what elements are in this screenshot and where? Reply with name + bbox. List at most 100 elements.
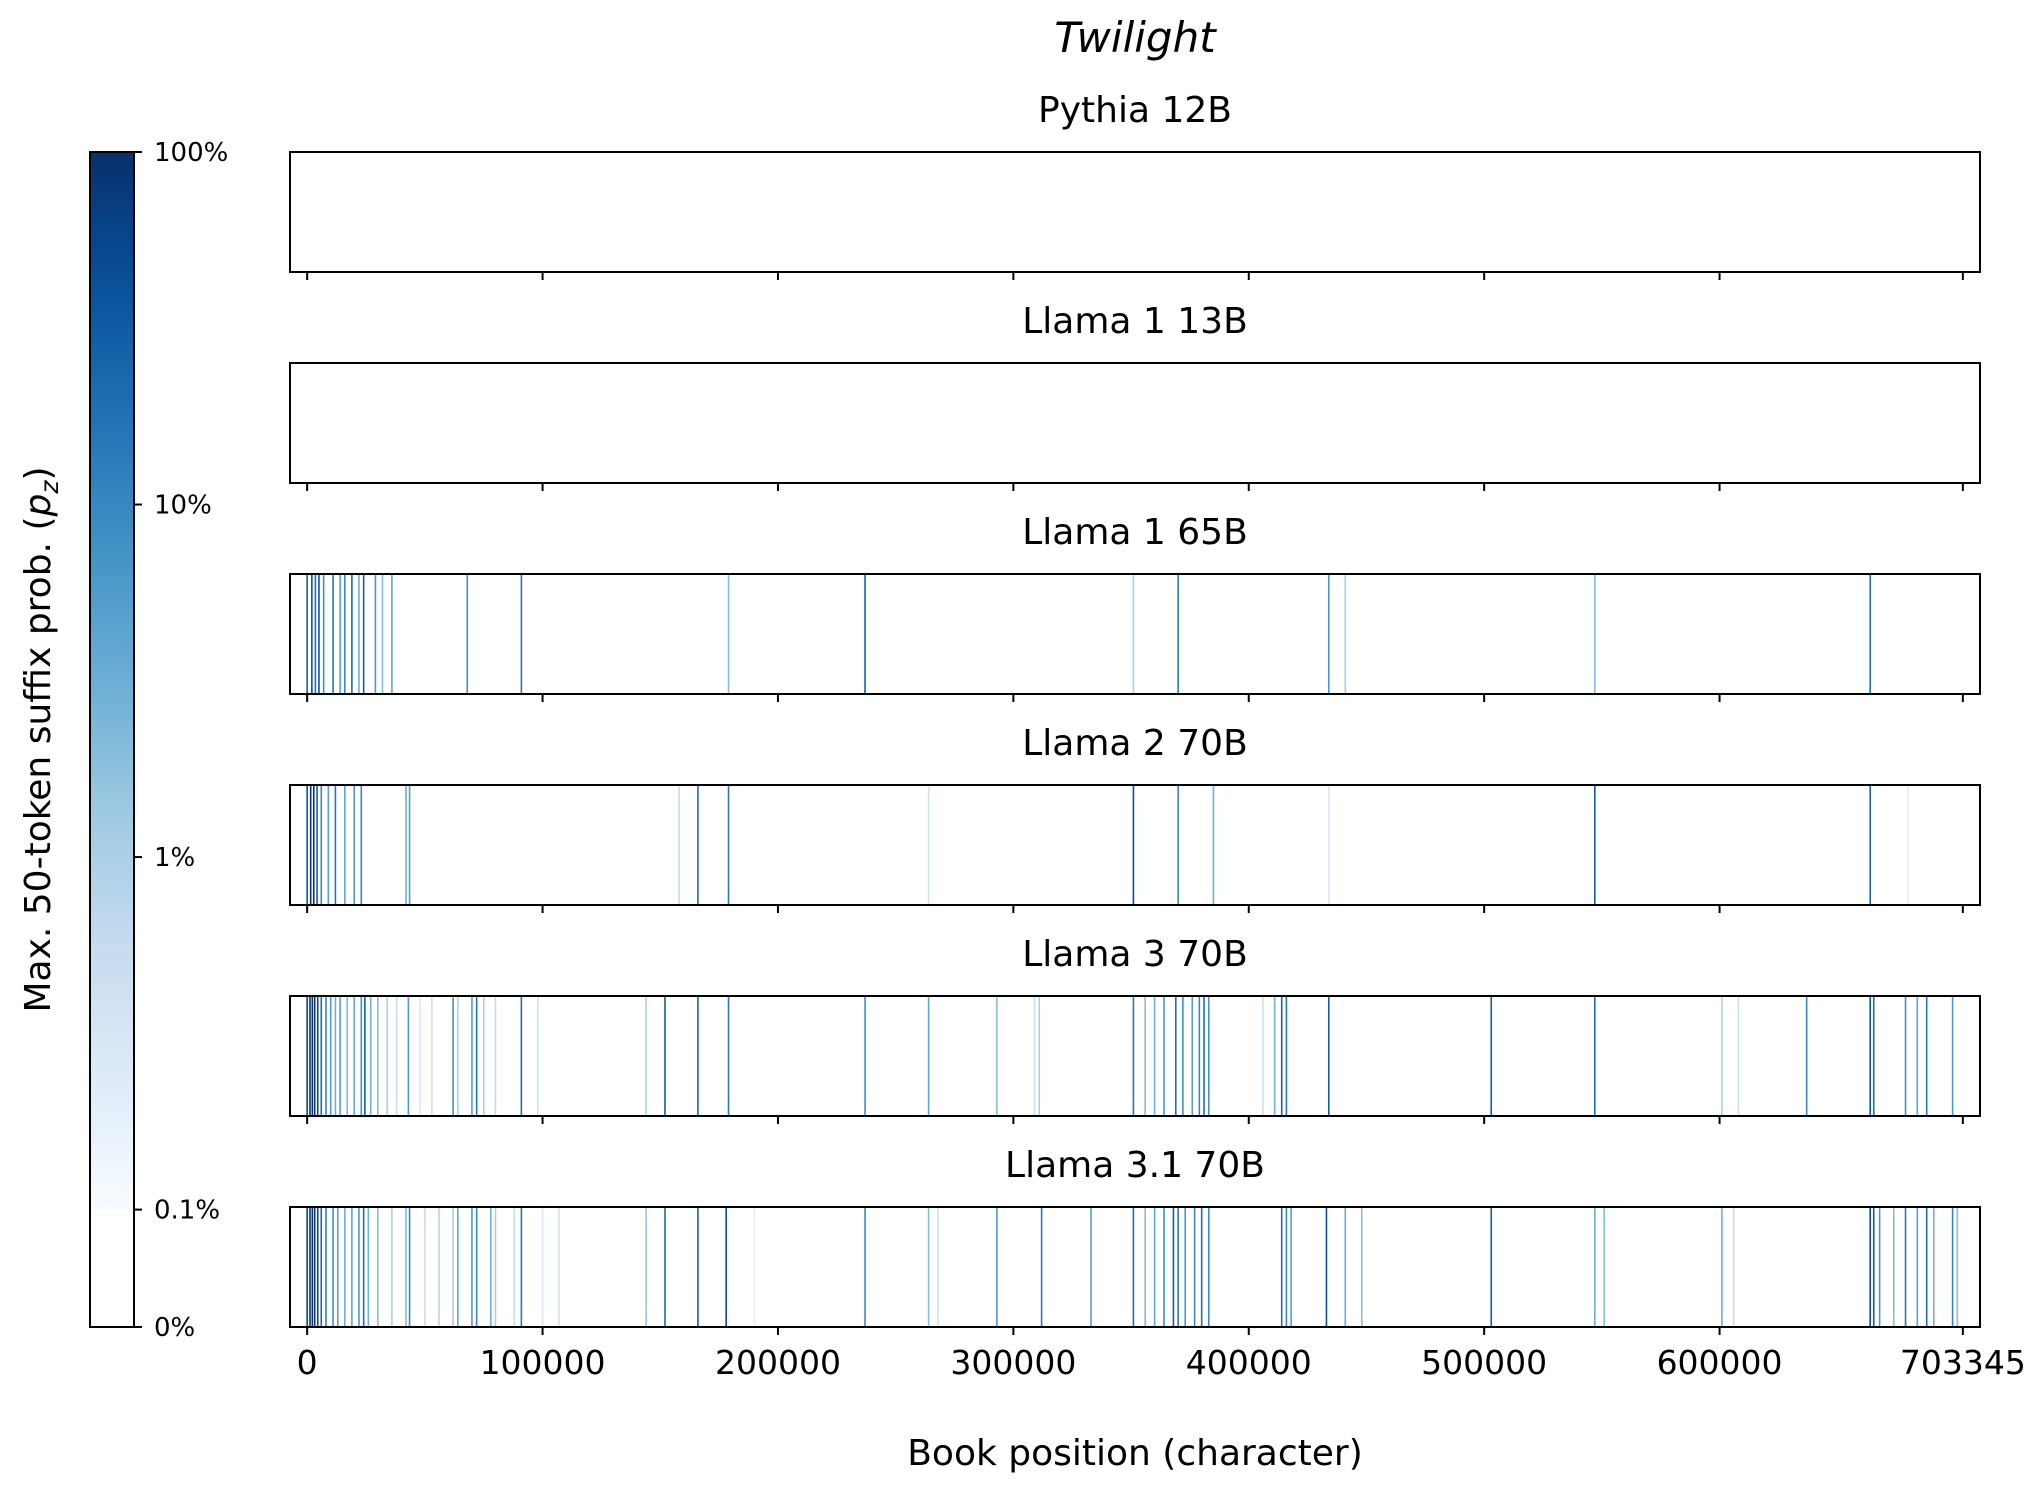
stripe xyxy=(376,996,379,1116)
stripe xyxy=(364,996,366,1116)
stripe xyxy=(320,1207,323,1327)
stripe xyxy=(424,1207,426,1327)
stripe xyxy=(332,1207,334,1327)
stripe xyxy=(376,1207,379,1327)
stripe xyxy=(316,996,319,1116)
stripe xyxy=(346,996,348,1116)
stripe xyxy=(471,1207,473,1327)
stripe xyxy=(1594,785,1596,905)
stripe xyxy=(645,1207,647,1327)
stripe xyxy=(1916,996,1919,1116)
stripe xyxy=(1805,996,1808,1116)
colorbar-tick-label: 10% xyxy=(154,491,212,521)
stripe xyxy=(358,1207,360,1327)
stripe xyxy=(678,785,680,905)
stripe xyxy=(864,1207,866,1327)
colorbar: 100% 10% 1% 0.1% 0% xyxy=(89,138,228,1343)
stripe xyxy=(725,1207,727,1327)
stripe xyxy=(1132,785,1135,905)
stripe xyxy=(344,574,346,694)
stripe xyxy=(391,1207,393,1327)
colorbar-tick-label: 0.1% xyxy=(154,1196,220,1226)
panel-5: Llama 3 70B xyxy=(289,934,1981,1124)
panel-background xyxy=(290,574,1980,694)
stripe xyxy=(1737,996,1740,1116)
stripe xyxy=(1878,1207,1881,1327)
colorbar-gradient-bar xyxy=(90,152,134,1210)
stripe xyxy=(1925,1207,1928,1327)
stripe xyxy=(362,1207,365,1327)
stripe xyxy=(314,574,317,694)
stripe xyxy=(1869,574,1872,694)
colorbar-tick-label: 0% xyxy=(154,1313,195,1343)
stripe xyxy=(1892,1207,1895,1327)
stripe xyxy=(457,996,459,1116)
x-tick-label: 400000 xyxy=(1186,1343,1312,1382)
x-tick-label: 200000 xyxy=(715,1343,841,1382)
x-tick-label: 500000 xyxy=(1421,1343,1547,1382)
stripe xyxy=(1132,996,1135,1116)
stripe xyxy=(466,574,469,694)
panel-4: Llama 2 70B xyxy=(289,723,1981,913)
stripe xyxy=(753,1207,756,1327)
panel-2: Llama 1 13B xyxy=(289,301,1981,491)
stripe xyxy=(344,785,346,905)
stripe xyxy=(1182,996,1184,1116)
stripe xyxy=(1904,1207,1907,1327)
stripe xyxy=(386,996,388,1116)
stripe xyxy=(727,996,730,1116)
stripe xyxy=(1872,1207,1875,1327)
x-tick-label: 100000 xyxy=(480,1343,606,1382)
stripe xyxy=(353,996,356,1116)
stripe xyxy=(1872,996,1875,1116)
stripe xyxy=(374,574,377,694)
stripe xyxy=(334,785,337,905)
stripe xyxy=(381,574,384,694)
stripe xyxy=(309,1207,311,1327)
stripe xyxy=(697,996,699,1116)
colorbar-zero-bar xyxy=(90,1209,134,1327)
colorbar-label: Max. 50-token suffix prob. (pz) xyxy=(18,466,64,1012)
stripe xyxy=(318,574,320,694)
stripe xyxy=(927,996,930,1116)
stripe xyxy=(312,785,315,905)
stripe xyxy=(311,1207,314,1327)
stripe xyxy=(996,1207,998,1327)
stripe xyxy=(1869,785,1872,905)
stripe xyxy=(697,1207,699,1327)
panel-background xyxy=(290,152,1980,272)
panel-frame xyxy=(289,784,1981,906)
panel-frame xyxy=(289,151,1981,273)
stripe xyxy=(475,1207,478,1327)
stripe xyxy=(339,574,341,694)
stripe xyxy=(1290,1207,1292,1327)
stripe xyxy=(697,785,699,905)
colorbar-tick-label: 1% xyxy=(154,843,195,873)
stripe xyxy=(1344,1207,1347,1327)
stripe xyxy=(322,574,325,694)
stripe xyxy=(1951,996,1954,1116)
stripe xyxy=(452,1207,454,1327)
stripe xyxy=(405,1207,407,1327)
panel-frame xyxy=(289,362,1981,484)
stripe xyxy=(1174,996,1177,1116)
stripe xyxy=(645,996,647,1116)
stripe xyxy=(664,1207,666,1327)
stripe xyxy=(369,996,372,1116)
stripe xyxy=(1153,1207,1156,1327)
x-tick-label: 300000 xyxy=(950,1343,1076,1382)
stripe xyxy=(727,574,730,694)
stripe xyxy=(1177,1207,1179,1327)
stripe xyxy=(358,574,360,694)
stripe xyxy=(1090,1207,1092,1327)
stripe xyxy=(1038,996,1041,1116)
stripe xyxy=(408,785,411,905)
panel-frame xyxy=(289,573,1981,695)
stripe xyxy=(1721,996,1723,1116)
stripe xyxy=(1594,1207,1596,1327)
stripe xyxy=(452,996,454,1116)
stripe xyxy=(309,996,311,1116)
panel-6: Llama 3.1 70B 0 100000 200000 300000 400000 50… xyxy=(289,1145,2026,1382)
stripe xyxy=(1327,574,1330,694)
